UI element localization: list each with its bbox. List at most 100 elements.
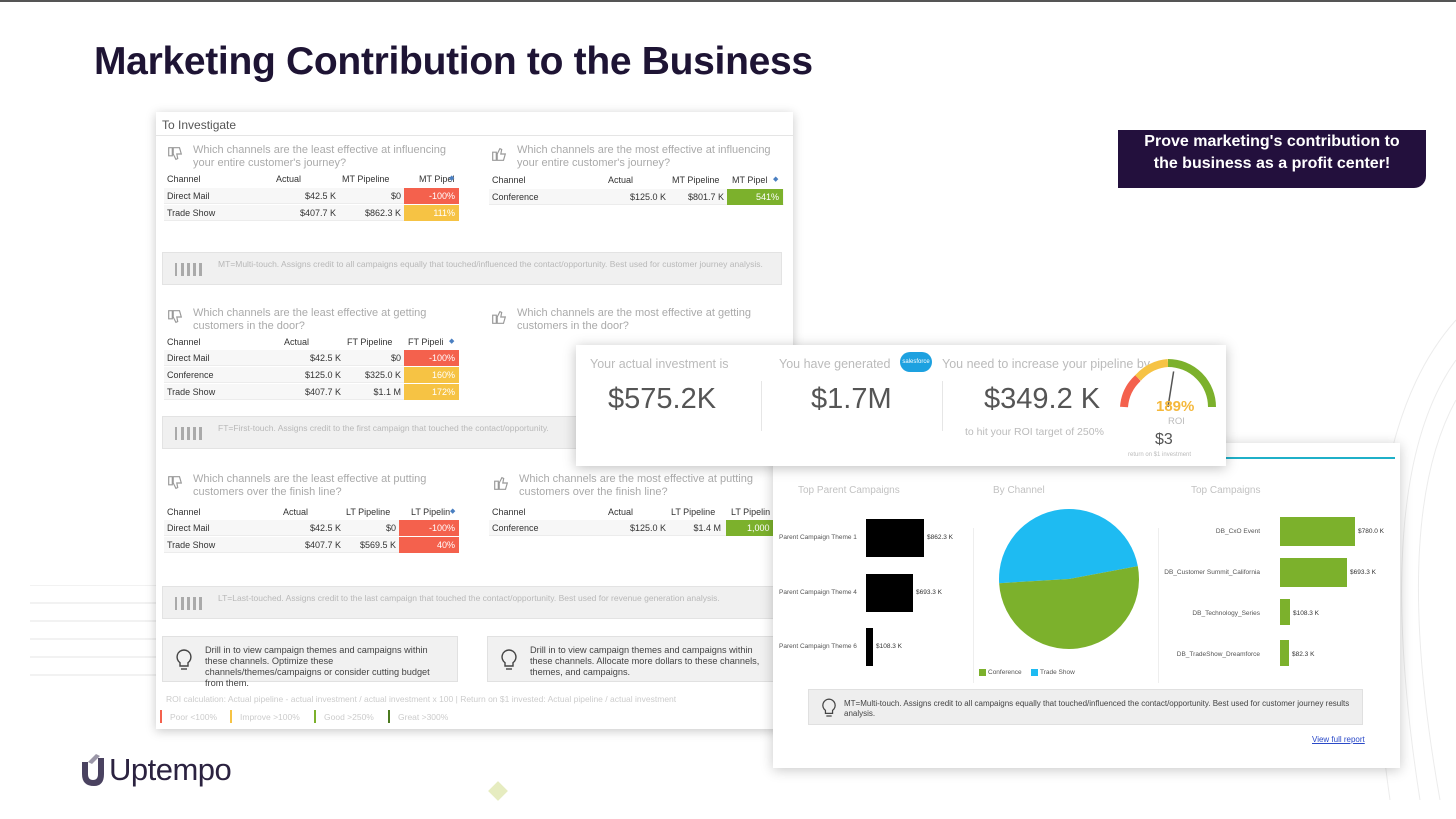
- top-campaign-bar[interactable]: [1280, 640, 1289, 666]
- campaign-dashboard-panel: Top Parent Campaigns By Channel Top Camp…: [773, 443, 1400, 768]
- table-row[interactable]: Direct Mail $42.5 K $0 -100%: [164, 188, 459, 204]
- legend-poor: Poor <100%: [160, 710, 217, 723]
- thumbs-up-icon: [494, 476, 509, 490]
- table-most-mt: Channel Actual MT Pipeline MT Pipel ◆ Co…: [489, 175, 784, 209]
- parent-campaign-value: $108.3 K: [876, 643, 903, 650]
- barcode-icon: [175, 263, 202, 276]
- col-header: Actual: [276, 174, 302, 184]
- roi-gauge: [1120, 359, 1216, 408]
- generated-label: You have generated: [779, 357, 891, 371]
- col-header: MT Pipel: [419, 174, 455, 184]
- to-investigate-panel: To Investigate Which channels are the le…: [156, 112, 793, 729]
- col-header: LT Pipelin: [731, 507, 771, 517]
- table-row[interactable]: Conference $125.0 K $325.0 K 160%: [164, 367, 459, 383]
- table-row[interactable]: Trade Show $407.7 K $862.3 K 111%: [164, 205, 459, 221]
- roi-badge: 160%: [404, 367, 459, 383]
- top-campaign-bar[interactable]: [1280, 517, 1355, 546]
- divider: [156, 135, 793, 136]
- sort-icon[interactable]: ◆: [449, 338, 455, 345]
- roi-badge: -100%: [404, 350, 459, 366]
- col-header: Actual: [283, 507, 309, 517]
- lightbulb-icon: [501, 649, 517, 670]
- mt-definition-note: MT=Multi-touch. Assigns credit to all ca…: [162, 252, 782, 285]
- view-full-report-link[interactable]: View full report: [1312, 735, 1365, 744]
- roi-badge: -100%: [399, 520, 459, 536]
- divider: [761, 381, 762, 431]
- table-most-lt: Channel Actual LT Pipeline LT Pipelin Co…: [489, 507, 789, 541]
- parent-campaign-bar[interactable]: [866, 628, 873, 666]
- col-header: Channel: [492, 507, 526, 517]
- legend-good: Good >250%: [314, 710, 374, 723]
- drill-least-box[interactable]: Drill in to view campaign themes and cam…: [162, 636, 458, 688]
- slide-title: Marketing Contribution to the Business: [94, 40, 813, 83]
- roi-badge: 40%: [399, 537, 459, 553]
- mt-definition-note: MT=Multi-touch. Assigns credit to all ca…: [808, 689, 1363, 725]
- thumbs-down-icon: [168, 476, 183, 490]
- gauge-needle: [1167, 371, 1175, 408]
- parent-campaign-value: $693.3 K: [916, 589, 943, 596]
- col-header: FT Pipeli: [408, 337, 444, 347]
- decorative-lines: [30, 585, 160, 676]
- table-row[interactable]: Direct Mail $42.5 K $0 -100%: [164, 520, 459, 536]
- table-least-mt: Channel Actual MT Pipeline MT Pipel ◆ Di…: [164, 174, 459, 224]
- table-row[interactable]: Direct Mail $42.5 K $0 -100%: [164, 350, 459, 366]
- sort-icon[interactable]: ◆: [450, 508, 456, 515]
- lightbulb-icon: [822, 698, 836, 717]
- uptempo-logo-mark: [82, 754, 104, 786]
- col-header: LT Pipeline: [346, 507, 391, 517]
- top-campaign-label: DB_CxO Event: [1215, 528, 1260, 535]
- top-campaign-value: $108.3 K: [1293, 610, 1320, 617]
- col-header: FT Pipeline: [347, 337, 393, 347]
- legend-improve: Improve >100%: [230, 710, 300, 723]
- col-header: Channel: [492, 175, 526, 185]
- top-campaign-bar[interactable]: [1280, 599, 1290, 625]
- col-header: Actual: [608, 175, 634, 185]
- top-campaign-value: $82.3 K: [1292, 651, 1315, 658]
- pie-slice[interactable]: [999, 508, 1138, 584]
- logo-wordmark: Uptempo: [109, 752, 232, 787]
- parent-campaign-label: Parent Campaign Theme 1: [779, 534, 857, 541]
- divider: [1158, 528, 1159, 683]
- salesforce-logo: salesforce: [900, 352, 932, 372]
- top-campaigns-title: Top Campaigns: [1191, 485, 1261, 496]
- roi-percent: 189%: [1156, 398, 1195, 415]
- legend-conference: Conference: [979, 669, 1022, 676]
- sort-icon[interactable]: ◆: [449, 175, 455, 182]
- top-border: [0, 0, 1456, 2]
- roi-calculation-text: ROI calculation: Actual pipeline - actua…: [166, 694, 677, 704]
- pie-slice[interactable]: [999, 566, 1139, 649]
- investment-label: Your actual investment is: [590, 357, 729, 371]
- top-campaign-bar[interactable]: [1280, 558, 1347, 587]
- divider: [973, 528, 974, 683]
- parent-campaign-label: Parent Campaign Theme 6: [779, 643, 857, 650]
- col-header: Channel: [167, 337, 201, 347]
- legend-great: Great >300%: [388, 710, 448, 723]
- increase-value: $349.2 K: [984, 383, 1101, 415]
- table-row[interactable]: Conference $125.0 K $801.7 K 541%: [489, 189, 784, 205]
- col-header: LT Pipelin: [411, 507, 451, 517]
- thumbs-up-icon: [492, 147, 507, 161]
- generated-value: $1.7M: [811, 383, 892, 415]
- top-campaign-label: DB_TradeShow_Dreamforce: [1176, 651, 1260, 658]
- roi-return-subtext: return on $1 investment: [1128, 452, 1192, 458]
- roi-label: ROI: [1168, 416, 1185, 427]
- top-campaign-label: DB_Customer Summit_California: [1164, 569, 1260, 576]
- thumbs-up-icon: [492, 310, 507, 324]
- table-row[interactable]: Trade Show $407.7 K $569.5 K 40%: [164, 537, 459, 553]
- roi-badge: 111%: [404, 205, 459, 221]
- col-header: LT Pipeline: [671, 507, 716, 517]
- parent-campaign-bar[interactable]: [866, 574, 913, 612]
- col-header: Actual: [608, 507, 634, 517]
- parent-campaign-bar[interactable]: [866, 519, 924, 557]
- legend-trade-show: Trade Show: [1031, 669, 1075, 676]
- col-header: MT Pipel: [732, 175, 768, 185]
- table-row[interactable]: Trade Show $407.7 K $1.1 M 172%: [164, 384, 459, 400]
- barcode-icon: [175, 597, 202, 610]
- sort-icon[interactable]: ◆: [773, 176, 779, 183]
- roi-target-text: to hit your ROI target of 250%: [965, 426, 1104, 438]
- divider: [942, 381, 943, 431]
- table-row[interactable]: Conference $125.0 K $1.4 M 1,000: [489, 520, 789, 536]
- thumbs-down-icon: [168, 310, 183, 324]
- drill-most-box[interactable]: Drill in to view campaign themes and cam…: [487, 636, 783, 682]
- lightbulb-icon: [176, 649, 192, 670]
